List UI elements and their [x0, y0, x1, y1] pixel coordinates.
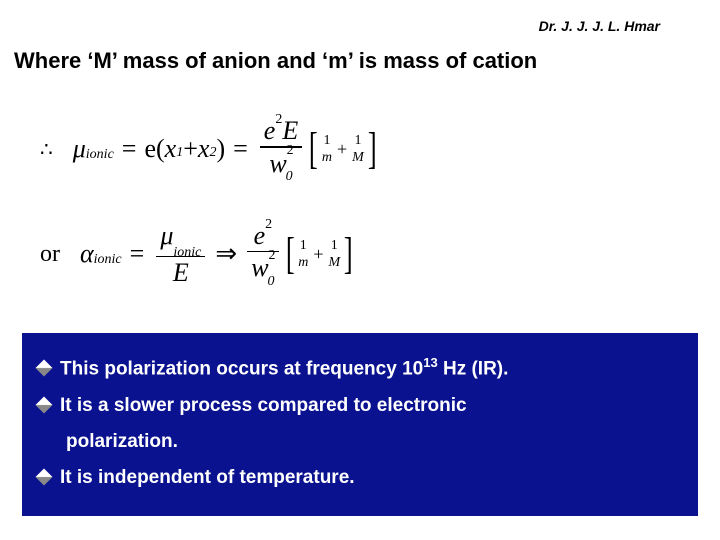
equals-sign-3: =: [130, 239, 145, 269]
bullet-2-text-b: polarization.: [38, 424, 178, 460]
x1-var: x: [165, 134, 177, 164]
x1-sub: 1: [176, 145, 183, 161]
plus-in-bracket: +: [337, 139, 347, 160]
bullet-1-text-b: Hz (IR).: [438, 359, 509, 380]
frac1-den-E: E: [169, 257, 193, 288]
frac2-den-w-sup: 2: [269, 248, 276, 263]
fraction-mu-over-E: μionic E: [156, 220, 205, 289]
bullet-2-cont: polarization.: [38, 424, 682, 460]
bracket-content-2: 1 m + 1 M: [297, 238, 341, 271]
frac2-den-w: w: [251, 253, 268, 282]
equals-sign-2: =: [233, 134, 248, 164]
diamond-bullet-icon: [38, 471, 50, 483]
fraction-e2-over-w02: e2 w20: [247, 220, 278, 289]
alpha-subscript: ionic: [94, 252, 122, 268]
slide-heading: Where ‘M’ mass of anion and ‘m’ is mass …: [14, 48, 706, 74]
author-credit: Dr. J. J. J. L. Hmar: [539, 18, 660, 34]
frac-1-over-M-2: 1 M: [328, 238, 340, 271]
diamond-bullet-icon: [38, 362, 50, 374]
diamond-bullet-icon: [38, 399, 50, 411]
frac-1-over-M: 1 M: [352, 133, 364, 166]
bullet-3: It is independent of temperature.: [38, 460, 682, 496]
right-bracket-icon: ]: [368, 127, 377, 171]
equation-mu-ionic: ∴ μ ionic = e( x 1 + x 2 ) = e2E w20 [ 1…: [40, 115, 680, 184]
equation-alpha-ionic: or α ionic = μionic E ⇒ e2 w20 [ 1 m: [40, 220, 680, 289]
frac2-den-w-sub: 0: [268, 274, 275, 289]
bullet-3-text: It is independent of temperature.: [60, 460, 355, 496]
or-prefix: or: [40, 241, 60, 268]
equals-sign: =: [122, 134, 137, 164]
frac-1-over-m-2: 1 m: [298, 238, 308, 271]
frac2-num-e: e: [254, 221, 266, 250]
bullet-1-sup: 13: [423, 355, 437, 370]
mu-symbol: μ: [73, 134, 86, 164]
frac-den-w: w: [269, 149, 286, 178]
implies-arrow-icon: ⇒: [215, 239, 237, 269]
bullet-1-text-a: This polarization occurs at frequency 10: [60, 359, 423, 380]
frac-num-e: e: [264, 116, 276, 145]
rhs-e-open: e(: [144, 134, 164, 164]
frac-num-e-sup: 2: [275, 112, 282, 127]
frac-den-w-sub: 0: [286, 169, 293, 184]
plus-1: +: [183, 134, 198, 164]
frac1-num-mu: μ: [160, 221, 173, 250]
left-bracket-icon: [: [309, 127, 318, 171]
left-bracket-icon-2: [: [285, 232, 294, 276]
fraction-e2E-over-w02: e2E w20: [260, 115, 302, 184]
frac2-num-e-sup: 2: [265, 217, 272, 232]
rhs-close: ): [216, 134, 225, 164]
summary-box: This polarization occurs at frequency 10…: [22, 333, 698, 516]
frac1-num-sub: ionic: [173, 245, 201, 260]
bullet-2: It is a slower process compared to elect…: [38, 388, 682, 424]
plus-in-bracket-2: +: [313, 244, 323, 265]
x2-var: x: [198, 134, 210, 164]
x2-sub: 2: [209, 145, 216, 161]
frac-den-w-sup: 2: [287, 143, 294, 158]
right-bracket-icon-2: ]: [344, 232, 353, 276]
bullet-1: This polarization occurs at frequency 10…: [38, 351, 682, 387]
frac-num-E: E: [282, 116, 298, 145]
mu-subscript: ionic: [86, 147, 114, 163]
frac-1-over-m: 1 m: [322, 133, 332, 166]
therefore-symbol: ∴: [40, 137, 53, 162]
bracket-content-1: 1 m + 1 M: [321, 133, 365, 166]
alpha-symbol: α: [80, 239, 94, 269]
bullet-2-text-a: It is a slower process compared to elect…: [60, 388, 467, 424]
equations-block: ∴ μ ionic = e( x 1 + x 2 ) = e2E w20 [ 1…: [40, 115, 680, 324]
